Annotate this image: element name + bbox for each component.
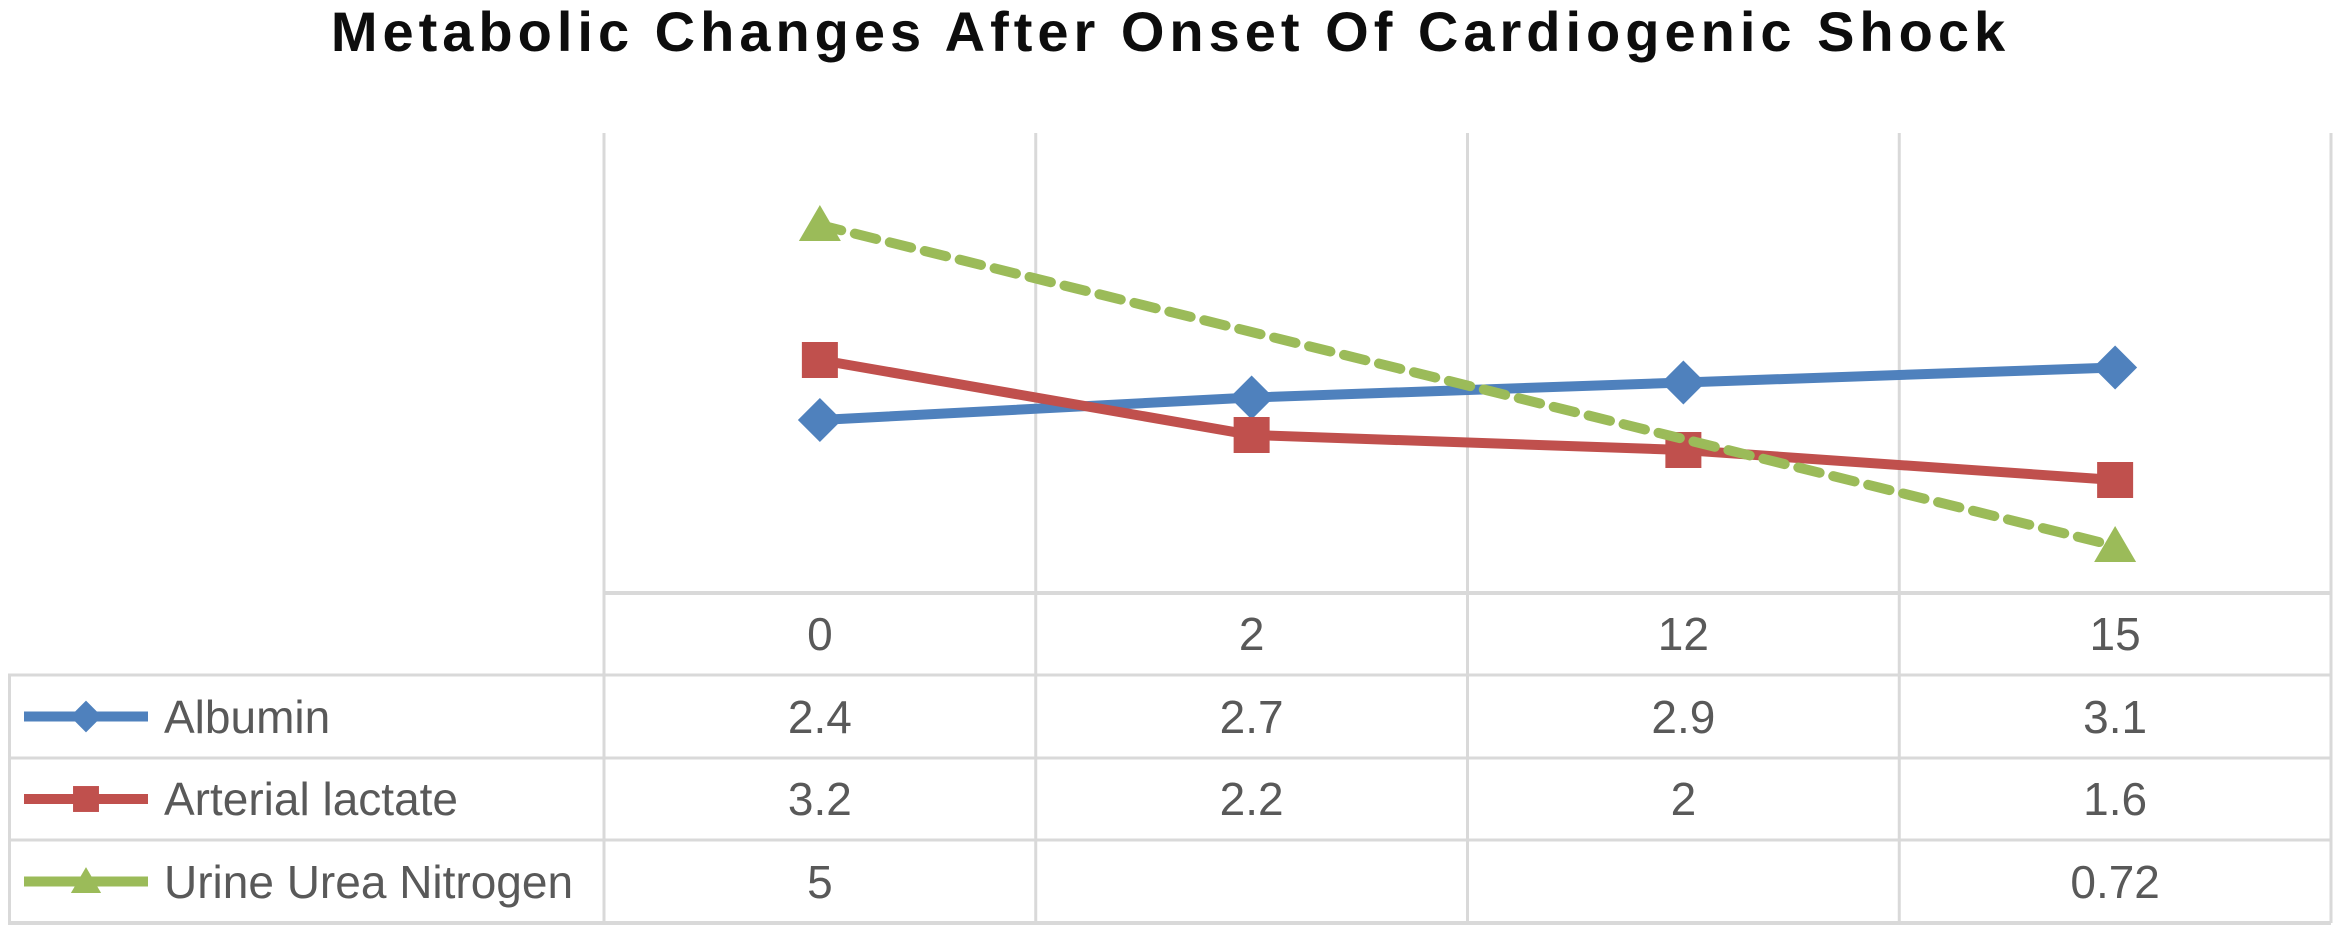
value-cell: 1.6: [2083, 773, 2148, 825]
square-marker-icon: [1233, 417, 1270, 453]
series-urine-urea-nitrogen: [798, 205, 2137, 562]
value-cell: 3.1: [2083, 690, 2148, 743]
albumin-series-key-icon: [24, 700, 148, 733]
value-cell: [1036, 840, 1468, 923]
diamond-marker-icon: [1229, 375, 1274, 420]
category-label: 12: [1657, 608, 1709, 660]
square-marker-icon: [801, 342, 838, 378]
diamond-marker-icon: [70, 700, 102, 733]
category-label: 2: [1238, 608, 1265, 660]
legend-label: Urine Urea Nitrogen: [164, 855, 574, 908]
triangle-marker-icon: [798, 205, 841, 241]
value-cell: 0.72: [2070, 855, 2160, 908]
legend-key-marker: [73, 786, 99, 812]
legend-label: Arterial lactate: [164, 773, 459, 825]
legend-label: Albumin: [164, 690, 331, 743]
value-cell: 3.2: [787, 773, 852, 825]
value-cell: 2.4: [787, 690, 852, 743]
arterial-lactate-series-key-icon: [24, 786, 148, 812]
chart-title: Metabolic Changes After Onset Of Cardiog…: [330, 0, 2011, 63]
legend-key-marker: [70, 700, 102, 733]
square-marker-icon: [73, 786, 99, 812]
urine-urea-nitrogen-series-key-icon: [24, 867, 148, 894]
value-cell: 2.9: [1651, 690, 1716, 743]
category-label: 0: [807, 608, 833, 660]
triangle-marker-icon: [2094, 526, 2137, 562]
diamond-marker-icon: [2093, 345, 2138, 390]
series-line: [819, 355, 2116, 485]
legend-item-urine-urea-nitrogen: Urine Urea Nitrogen: [8, 840, 604, 923]
gridlines: [8, 133, 2333, 925]
square-marker-icon: [2097, 462, 2134, 498]
legend-key-marker: [70, 867, 102, 894]
legend-item-albumin: Albumin: [8, 675, 604, 758]
value-cell: 2: [1670, 773, 1697, 825]
diamond-marker-icon: [1661, 360, 1706, 405]
triangle-marker-icon: [70, 867, 102, 894]
value-cell: [1468, 840, 1900, 923]
value-cell: 2.7: [1219, 690, 1284, 743]
legend-item-arterial-lactate: Arterial lactate: [8, 758, 604, 840]
diamond-marker-icon: [797, 398, 842, 442]
series-line: [814, 220, 2121, 551]
value-cell: 5: [807, 855, 833, 908]
value-cell: 2.2: [1219, 773, 1284, 825]
category-label: 15: [2089, 608, 2141, 660]
